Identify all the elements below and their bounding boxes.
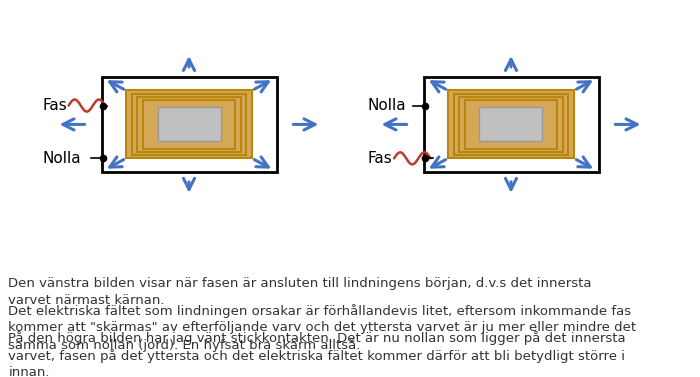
Bar: [454, 93, 568, 155]
Bar: [143, 100, 235, 149]
Text: Det elektriska fältet som lindningen orsakar är förhållandevis litet, eftersom i: Det elektriska fältet som lindningen ors…: [8, 304, 636, 352]
Bar: [132, 93, 246, 155]
Bar: [102, 77, 276, 172]
Bar: [448, 90, 574, 158]
Bar: [459, 97, 563, 152]
Bar: [126, 90, 252, 158]
Text: Den vänstra bilden visar när fasen är ansluten till lindningens början, d.v.s de: Den vänstra bilden visar när fasen är an…: [8, 277, 592, 307]
Bar: [137, 97, 241, 152]
Bar: [158, 107, 220, 141]
Text: På den högra bilden har jag vänt stickkontakten. Det är nu nollan som ligger på : På den högra bilden har jag vänt stickko…: [8, 331, 626, 377]
Text: Nolla: Nolla: [368, 98, 406, 113]
Text: Nolla: Nolla: [42, 151, 80, 166]
Bar: [480, 107, 542, 141]
Text: Fas: Fas: [368, 151, 392, 166]
Bar: [465, 100, 557, 149]
Bar: [424, 77, 598, 172]
Text: Fas: Fas: [42, 98, 66, 113]
